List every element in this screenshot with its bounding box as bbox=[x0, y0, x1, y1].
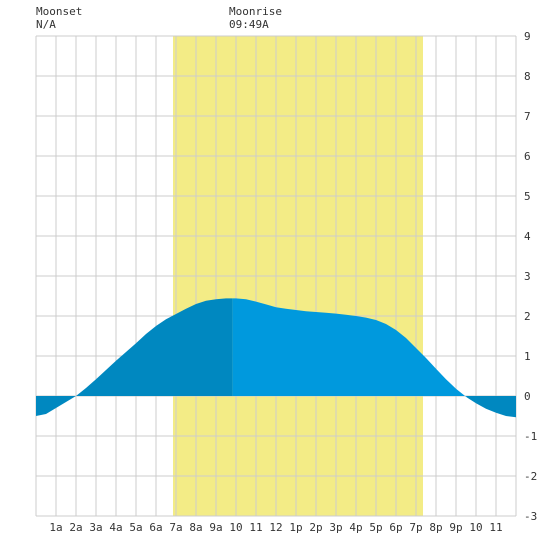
x-tick-label: 6p bbox=[389, 521, 402, 534]
x-tick-label: 5p bbox=[369, 521, 382, 534]
x-tick-label: 3a bbox=[89, 521, 102, 534]
x-tick-label: 1a bbox=[49, 521, 62, 534]
moonset-value: N/A bbox=[36, 18, 56, 31]
x-tick-label: 5a bbox=[129, 521, 142, 534]
moonrise-label: Moonrise bbox=[229, 5, 282, 18]
x-tick-label: 12 bbox=[269, 521, 282, 534]
x-tick-label: 1p bbox=[289, 521, 302, 534]
y-tick-label: 1 bbox=[524, 350, 531, 363]
y-tick-label: 8 bbox=[524, 70, 531, 83]
x-tick-label: 2a bbox=[69, 521, 82, 534]
x-tick-label: 6a bbox=[149, 521, 162, 534]
y-tick-label: 2 bbox=[524, 310, 531, 323]
x-tick-label: 11 bbox=[249, 521, 262, 534]
x-tick-label: 7p bbox=[409, 521, 422, 534]
x-tick-label: 2p bbox=[309, 521, 322, 534]
y-tick-label: 4 bbox=[524, 230, 531, 243]
x-tick-label: 3p bbox=[329, 521, 342, 534]
x-tick-label: 10 bbox=[229, 521, 242, 534]
y-tick-label: 9 bbox=[524, 30, 531, 43]
x-axis-tick-labels: 1a 2a 3a 4a 5a 6a 7a 8a 9a 10 11 12 1p 2p 3p 4p 5p 6p 7p 8p… bbox=[49, 521, 502, 534]
y-tick-label: -1 bbox=[524, 430, 537, 443]
moonrise-value: 09:49A bbox=[229, 18, 269, 31]
y-tick-label: 0 bbox=[524, 390, 531, 403]
x-tick-label: 8p bbox=[429, 521, 442, 534]
grid bbox=[35, 35, 517, 517]
y-tick-label: 3 bbox=[524, 270, 531, 283]
y-axis-tick-labels: -3 -2 -1 0 1 2 3 4 5 6 7 8 9 bbox=[524, 30, 537, 523]
x-tick-label: 7a bbox=[169, 521, 182, 534]
x-tick-label: 11 bbox=[489, 521, 502, 534]
x-tick-label: 8a bbox=[189, 521, 202, 534]
y-tick-label: -3 bbox=[524, 510, 537, 523]
y-tick-label: 5 bbox=[524, 190, 531, 203]
x-tick-label: 9p bbox=[449, 521, 462, 534]
x-tick-label: 10 bbox=[469, 521, 482, 534]
moonset-label: Moonset bbox=[36, 5, 83, 18]
tide-area-day bbox=[232, 298, 467, 398]
y-tick-label: 6 bbox=[524, 150, 531, 163]
x-tick-label: 9a bbox=[209, 521, 222, 534]
x-tick-label: 4a bbox=[109, 521, 122, 534]
y-tick-label: -2 bbox=[524, 470, 537, 483]
x-tick-label: 4p bbox=[349, 521, 362, 534]
y-tick-label: 7 bbox=[524, 110, 531, 123]
tide-area-night bbox=[36, 298, 516, 418]
